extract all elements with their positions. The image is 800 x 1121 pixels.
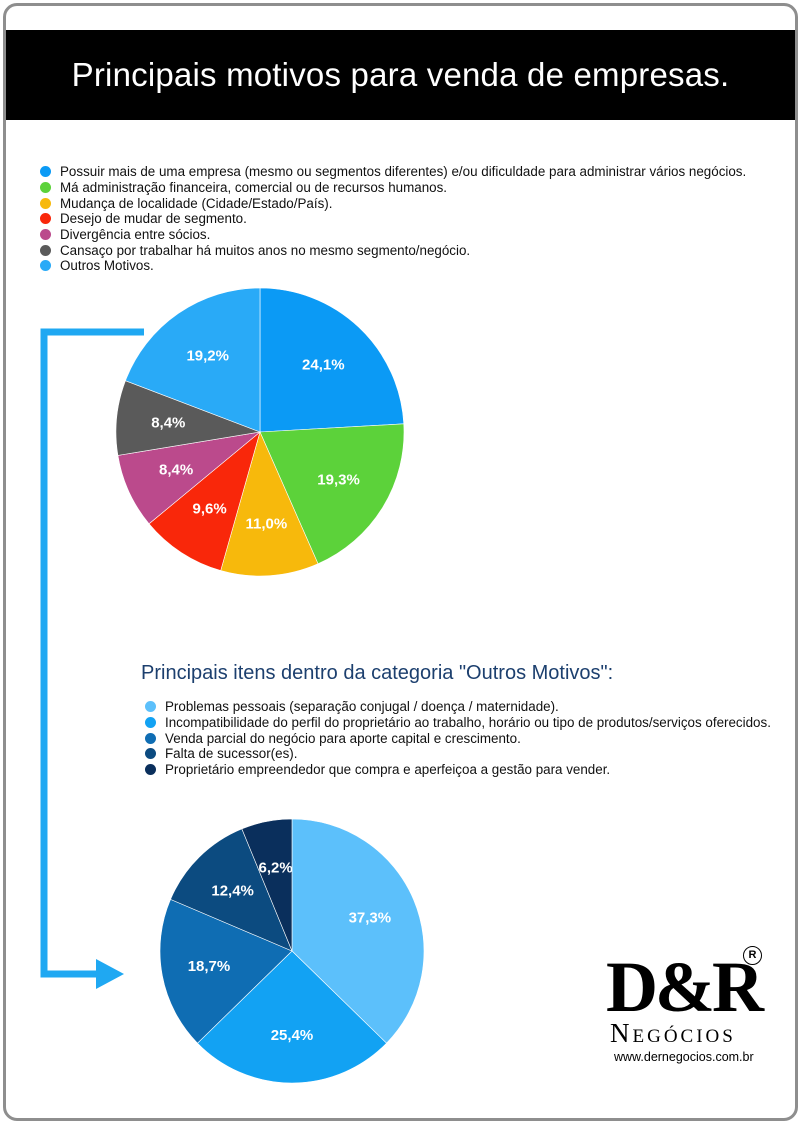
connector-arrow [40,328,144,989]
legend-swatch [145,764,156,776]
slice-label: 19,3% [317,472,360,489]
slice-label: 37,3% [349,910,392,927]
logo-mark: D&R [606,947,764,1027]
main-pie-chart: 24,1% 19,3% 11,0% 9,6% 8,4% 8,4% 19,2% [115,287,405,577]
registered-icon: R [743,946,762,965]
sub-pie-chart: 37,3% 25,4% 18,7% 12,4% 6,2% [159,818,425,1084]
pie-slice [170,828,293,952]
connector-arrowhead [96,959,124,989]
legend-swatch [40,260,51,272]
slice-label: 25,4% [271,1027,314,1044]
legend-item: Desejo de mudar de segmento. [40,211,746,227]
legend-item: Proprietário empreendedor que compra e a… [145,762,771,778]
legend-swatch [145,732,156,744]
legend-swatch [40,229,51,241]
legend-label: Incompatibilidade do perfil do proprietá… [165,715,771,731]
pie-slice [259,423,405,565]
legend-item: Má administração financeira, comercial o… [40,180,746,196]
legend-item: Outros Motivos. [40,258,746,274]
legend-item: Cansaço por trabalhar há muitos anos no … [40,242,746,258]
legend-label: Má administração financeira, comercial o… [60,180,448,196]
legend-swatch [145,748,156,760]
slice-label: 11,0% [246,515,288,532]
pie-slice [241,818,293,952]
company-logo: D&R R Negócios www.dernegocios.com.br [596,946,776,1076]
slice-label: 9,6% [193,501,227,518]
pie-slice [291,818,425,1044]
slice-label: 12,4% [211,882,254,899]
infographic-frame: Principais motivos para venda de empresa… [3,3,798,1121]
legend-item: Mudança de localidade (Cidade/Estado/Paí… [40,195,746,211]
legend-item: Incompatibilidade do perfil do proprietá… [145,715,771,731]
legend-label: Possuir mais de uma empresa (mesmo ou se… [60,164,747,180]
legend-swatch [145,717,156,729]
slice-label: 8,4% [159,462,193,479]
legend-label: Outros Motivos. [60,258,154,274]
legend-swatch [40,197,51,209]
sub-chart-legend: Problemas pessoais (separação conjugal /… [145,699,771,777]
pie-slice [259,287,405,433]
legend-swatch [40,213,51,225]
legend-label: Problemas pessoais (separação conjugal /… [165,699,559,715]
legend-item: Problemas pessoais (separação conjugal /… [145,699,771,715]
website-url[interactable]: www.dernegocios.com.br [614,1050,754,1064]
legend-item: Falta de sucessor(es). [145,746,771,762]
legend-label: Falta de sucessor(es). [165,746,298,762]
legend-label: Divergência entre sócios. [60,227,211,243]
legend-item: Divergência entre sócios. [40,227,746,243]
slice-label: 18,7% [188,958,231,975]
logo-subtitle: Negócios [610,1018,736,1048]
pie-slice [197,950,387,1084]
slice-label: 24,1% [302,357,345,374]
pie-slice [125,287,261,433]
connector-line [40,328,144,978]
slice-label: 8,4% [151,414,185,431]
main-chart-legend: Possuir mais de uma empresa (mesmo ou se… [40,164,746,274]
legend-swatch [40,244,51,256]
legend-swatch [40,182,51,194]
legend-item: Venda parcial do negócio para aporte cap… [145,730,771,746]
legend-label: Venda parcial do negócio para aporte cap… [165,730,521,746]
slice-label: 19,2% [186,348,229,365]
legend-label: Mudança de localidade (Cidade/Estado/Paí… [60,195,333,211]
pie-slice [159,898,293,1044]
legend-label: Desejo de mudar de segmento. [60,211,247,227]
legend-swatch [40,166,51,178]
slice-label: 6,2% [259,860,293,877]
legend-item: Possuir mais de uma empresa (mesmo ou se… [40,164,746,180]
pie-slice [148,431,261,571]
sub-chart-title: Principais itens dentro da categoria "Ou… [141,662,614,684]
page-title: Principais motivos para venda de empresa… [6,30,795,120]
legend-swatch [145,701,156,713]
pie-slice [220,431,319,577]
legend-label: Proprietário empreendedor que compra e a… [165,762,611,778]
legend-label: Cansaço por trabalhar há muitos anos no … [60,242,471,258]
